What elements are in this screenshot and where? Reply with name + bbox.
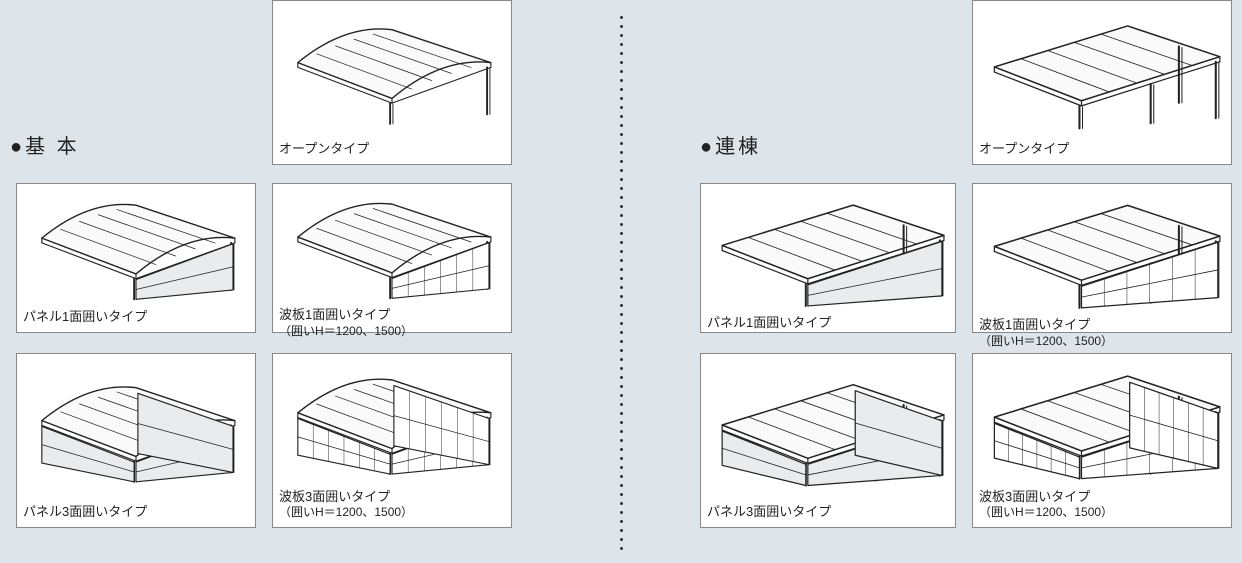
card-label: 波板3面囲いタイプ（囲いH＝1200、1500） xyxy=(979,489,1225,521)
left-wave1-card: 波板1面囲いタイプ（囲いH＝1200、1500） xyxy=(272,183,512,333)
left-column: ●基 本 オープンタイプパネル1面囲いタイプ 波板1面囲いタイプ（囲いH＝1200… xyxy=(0,0,600,563)
card-label: オープンタイプ xyxy=(279,141,505,158)
card-label: パネル3面囲いタイプ xyxy=(23,504,249,521)
card-sublabel: （囲いH＝1200、1500） xyxy=(279,505,505,521)
card-label: パネル3面囲いタイプ xyxy=(707,504,949,521)
right-open-card: オープンタイプ xyxy=(972,0,1232,165)
left-title-text: 基 本 xyxy=(25,136,80,158)
left-panel1-card: パネル1面囲いタイプ xyxy=(16,183,256,333)
carport-diagram xyxy=(23,360,249,500)
left-wave3-card: 波板3面囲いタイプ（囲いH＝1200、1500） xyxy=(272,353,512,528)
card-sublabel: （囲いH＝1200、1500） xyxy=(279,324,505,340)
right-column: ●連棟 オープンタイプパネル1面囲いタイプ 波板1面囲いタイプ（囲いH＝1200、… xyxy=(640,0,1240,563)
right-title-text: 連棟 xyxy=(715,136,761,158)
carport-diagram xyxy=(279,190,505,303)
card-label: オープンタイプ xyxy=(979,141,1225,158)
bullet-icon: ● xyxy=(700,136,715,158)
card-sublabel: （囲いH＝1200、1500） xyxy=(979,505,1225,521)
card-label: 波板1面囲いタイプ（囲いH＝1200、1500） xyxy=(979,317,1225,349)
left-panel3-card: パネル3面囲いタイプ xyxy=(16,353,256,528)
carport-diagram xyxy=(707,190,949,311)
right-title: ●連棟 xyxy=(700,130,761,159)
left-open-card: オープンタイプ xyxy=(272,0,512,165)
card-label: パネル1面囲いタイプ xyxy=(707,315,949,332)
right-wave3-card: 波板3面囲いタイプ（囲いH＝1200、1500） xyxy=(972,353,1232,528)
right-panel1-card: パネル1面囲いタイプ xyxy=(700,183,956,333)
card-label: 波板3面囲いタイプ（囲いH＝1200、1500） xyxy=(279,489,505,521)
center-divider xyxy=(620,10,622,553)
carport-diagram xyxy=(23,190,249,305)
right-panel3-card: パネル3面囲いタイプ xyxy=(700,353,956,528)
bullet-icon: ● xyxy=(10,136,25,158)
carport-diagram xyxy=(979,7,1225,137)
card-sublabel: （囲いH＝1200、1500） xyxy=(979,334,1225,350)
carport-diagram xyxy=(279,7,505,137)
right-wave1-card: 波板1面囲いタイプ（囲いH＝1200、1500） xyxy=(972,183,1232,333)
carport-diagram xyxy=(979,360,1225,485)
card-label: 波板1面囲いタイプ（囲いH＝1200、1500） xyxy=(279,307,505,339)
card-label: パネル1面囲いタイプ xyxy=(23,309,249,326)
carport-diagram xyxy=(707,360,949,500)
left-title: ●基 本 xyxy=(10,130,80,159)
carport-diagram xyxy=(279,360,505,485)
carport-diagram xyxy=(979,190,1225,313)
